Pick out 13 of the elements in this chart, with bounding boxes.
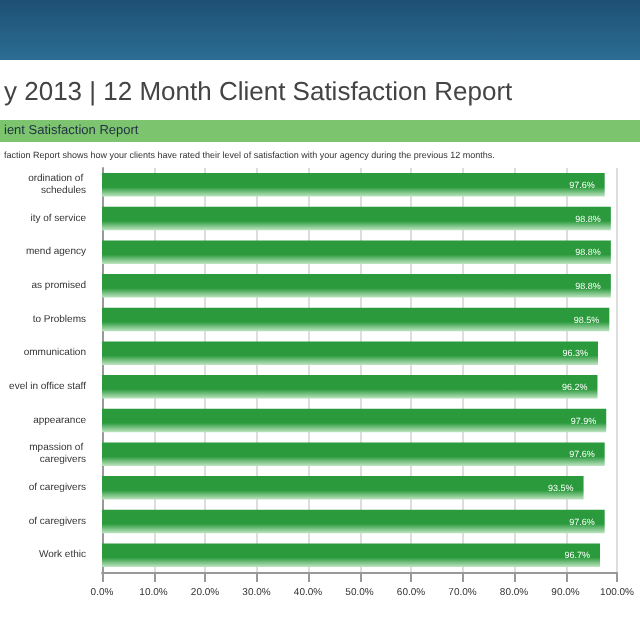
bar	[102, 476, 584, 500]
bar	[102, 341, 598, 365]
bar	[102, 408, 607, 433]
bar	[102, 206, 611, 231]
bar	[102, 509, 605, 534]
bar	[102, 307, 610, 332]
bar	[102, 173, 605, 197]
chart-title: y 2013 | 12 Month Client Satisfaction Report	[2, 74, 515, 110]
bar	[102, 240, 611, 264]
bar	[102, 442, 605, 466]
bar	[102, 274, 611, 298]
bar	[102, 543, 601, 567]
bar	[102, 375, 598, 399]
